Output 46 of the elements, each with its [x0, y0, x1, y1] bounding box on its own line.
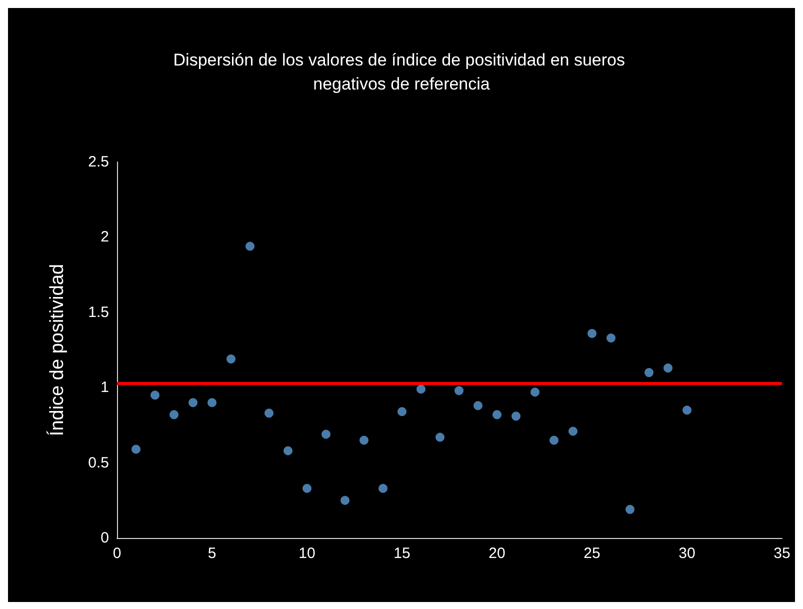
point	[132, 444, 140, 454]
y-axis-title: Índice de positividad	[46, 264, 68, 436]
point	[416, 384, 426, 394]
y-tick-label: 1	[100, 379, 109, 396]
point	[246, 242, 254, 251]
x-tick-label: 5	[208, 545, 216, 562]
x-tick-label: 25	[584, 545, 600, 562]
point	[550, 436, 558, 445]
x-tick-label: 30	[678, 545, 696, 562]
point	[322, 430, 330, 439]
point	[530, 388, 540, 397]
point	[378, 484, 388, 493]
x-tick-label: 10	[298, 545, 316, 562]
point	[512, 412, 520, 421]
point	[398, 407, 406, 416]
point	[644, 368, 654, 378]
x-tick-label: 0	[112, 545, 122, 562]
point	[340, 496, 350, 505]
y-tick-label: 0.5	[88, 454, 109, 472]
point	[150, 390, 160, 400]
point	[474, 401, 482, 410]
point	[360, 436, 368, 445]
point	[188, 398, 198, 408]
point	[492, 410, 502, 420]
point	[302, 484, 312, 493]
y-tick-label: 1.5	[88, 304, 109, 321]
y-tick-label: 2	[100, 228, 109, 246]
point	[626, 504, 634, 514]
x-tick-label: 20	[488, 545, 506, 562]
point	[170, 410, 178, 420]
x-tick-label: 35	[774, 545, 790, 562]
x-tick-label: 15	[394, 545, 410, 562]
point	[682, 406, 692, 415]
point	[664, 364, 672, 373]
y-tick-label: 0	[100, 530, 109, 546]
y-tick-label: 2.5	[88, 154, 109, 170]
point	[264, 408, 274, 418]
point	[606, 333, 616, 342]
point	[454, 386, 464, 396]
point	[436, 432, 444, 442]
point	[208, 398, 216, 408]
point	[588, 328, 596, 338]
point	[226, 354, 236, 364]
chart-title: Dispersión de los valores de índice de positividad en sueros negativos de referencia	[173, 50, 630, 94]
point	[568, 426, 578, 436]
point	[284, 446, 292, 456]
